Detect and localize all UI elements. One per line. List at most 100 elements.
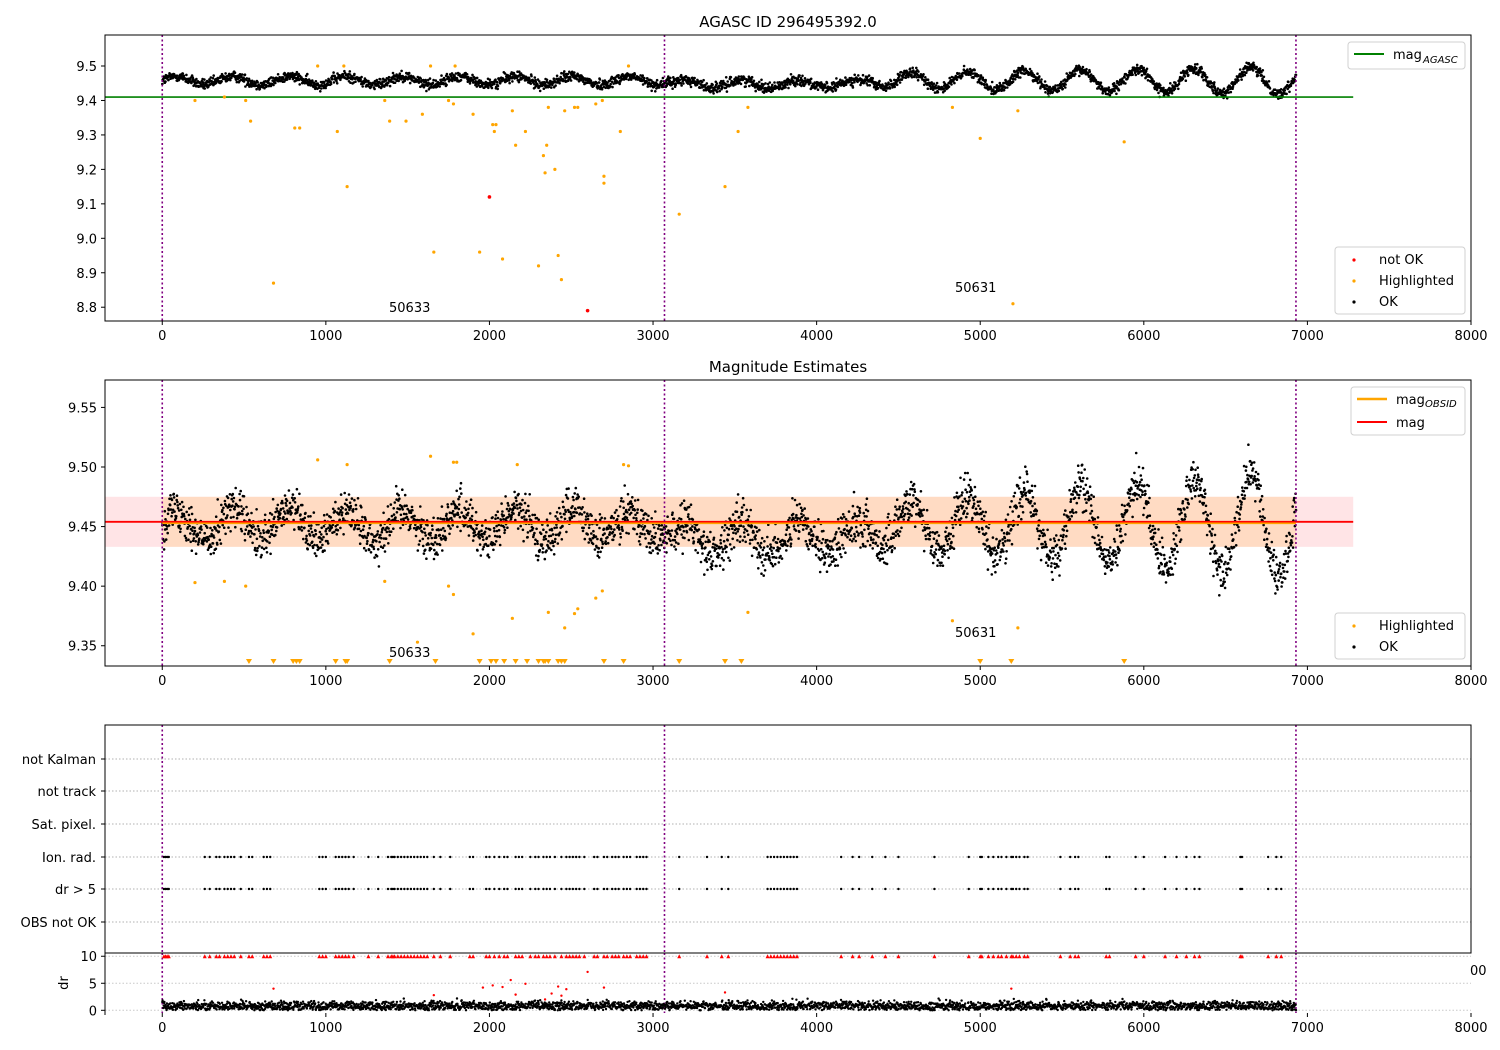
- ok-point: [538, 80, 541, 83]
- ok-point: [233, 71, 237, 75]
- ok-point: [219, 542, 223, 545]
- ok-point: [513, 506, 517, 510]
- ok-point: [343, 69, 346, 73]
- y-axis-ticks: 8.88.99.09.19.29.39.49.5: [76, 60, 105, 316]
- ok-point: [739, 535, 742, 538]
- ok-point: [303, 526, 306, 530]
- ok-point: [1048, 85, 1052, 89]
- ok-point: [723, 523, 727, 527]
- highlighted-point: [572, 105, 577, 109]
- ok-point: [831, 83, 834, 86]
- ok-point: [325, 513, 329, 516]
- ok-point: [611, 538, 615, 542]
- ok-point: [479, 554, 483, 557]
- ok-point: [587, 526, 591, 530]
- ok-point: [850, 76, 853, 80]
- ok-point: [1043, 80, 1047, 83]
- ok-point: [833, 81, 836, 85]
- panel-magnitude-title: Magnitude Estimates: [709, 358, 867, 376]
- ok-point: [398, 507, 402, 511]
- ok-point: [586, 533, 589, 536]
- ok-point: [574, 507, 577, 511]
- ok-point: [1078, 74, 1081, 78]
- ok-point: [406, 507, 410, 511]
- ok-point: [693, 76, 696, 80]
- ok-point: [536, 83, 539, 87]
- ok-point: [576, 493, 579, 496]
- ok-point: [464, 523, 467, 527]
- ok-point: [609, 85, 612, 88]
- ok-point: [182, 514, 186, 518]
- ok-point: [712, 92, 715, 95]
- ok-point: [432, 516, 435, 520]
- ok-point: [760, 536, 764, 540]
- ok-point: [320, 526, 324, 530]
- ok-point: [626, 511, 629, 514]
- ok-point: [502, 526, 506, 529]
- ok-point: [533, 76, 537, 79]
- ok-point: [320, 87, 323, 90]
- ok-point: [427, 543, 430, 546]
- ok-point: [1227, 88, 1230, 91]
- ok-point: [893, 78, 896, 82]
- ok-point: [433, 541, 437, 544]
- ok-point: [455, 505, 459, 509]
- ok-point: [1040, 78, 1043, 81]
- highlighted-point: [298, 126, 302, 130]
- ok-point: [412, 76, 416, 79]
- ok-point: [1099, 81, 1103, 84]
- ok-point: [311, 540, 314, 544]
- ok-point: [888, 87, 892, 90]
- ok-point: [163, 509, 167, 513]
- ok-point: [164, 518, 167, 521]
- ok-point: [496, 510, 500, 513]
- ok-point: [256, 546, 259, 550]
- ok-point: [736, 530, 739, 533]
- ok-point: [354, 80, 357, 83]
- ok-point: [443, 518, 446, 521]
- ok-point: [279, 507, 283, 511]
- ok-point: [871, 76, 874, 80]
- ok-point: [183, 534, 187, 538]
- ok-point: [481, 535, 484, 538]
- ok-point: [657, 544, 660, 547]
- y-tick-label: 8.8: [76, 301, 97, 316]
- ok-point: [646, 518, 649, 522]
- ok-point: [737, 527, 740, 531]
- ok-point: [973, 68, 976, 72]
- ok-point: [686, 515, 690, 519]
- ok-point: [311, 546, 315, 550]
- ok-point: [444, 537, 448, 540]
- ok-point: [425, 89, 428, 93]
- ok-point: [392, 513, 396, 516]
- ok-point: [491, 83, 494, 87]
- ok-point: [332, 81, 336, 84]
- ok-point: [955, 78, 959, 81]
- ok-point: [666, 531, 670, 535]
- ok-point: [288, 501, 292, 505]
- ok-point: [742, 503, 746, 507]
- ok-point: [510, 514, 513, 517]
- ok-point: [445, 83, 448, 87]
- ok-point: [765, 554, 769, 557]
- highlighted-point: [978, 136, 982, 140]
- ok-point: [552, 553, 556, 556]
- ok-point: [473, 530, 477, 534]
- ok-point: [487, 556, 491, 559]
- ok-point: [566, 497, 570, 500]
- ok-point: [238, 76, 241, 79]
- ok-point: [538, 548, 542, 552]
- ok-point: [655, 78, 659, 82]
- ok-point: [597, 85, 600, 89]
- ok-point: [385, 77, 389, 80]
- ok-point: [211, 529, 214, 532]
- ok-point: [381, 546, 385, 549]
- ok-point: [280, 524, 284, 527]
- ok-point: [270, 513, 274, 516]
- ok-point: [609, 525, 612, 528]
- ok-point: [596, 554, 599, 557]
- ok-point: [632, 516, 635, 520]
- ok-point: [731, 527, 734, 530]
- ok-point: [496, 516, 500, 520]
- ok-point: [648, 546, 652, 549]
